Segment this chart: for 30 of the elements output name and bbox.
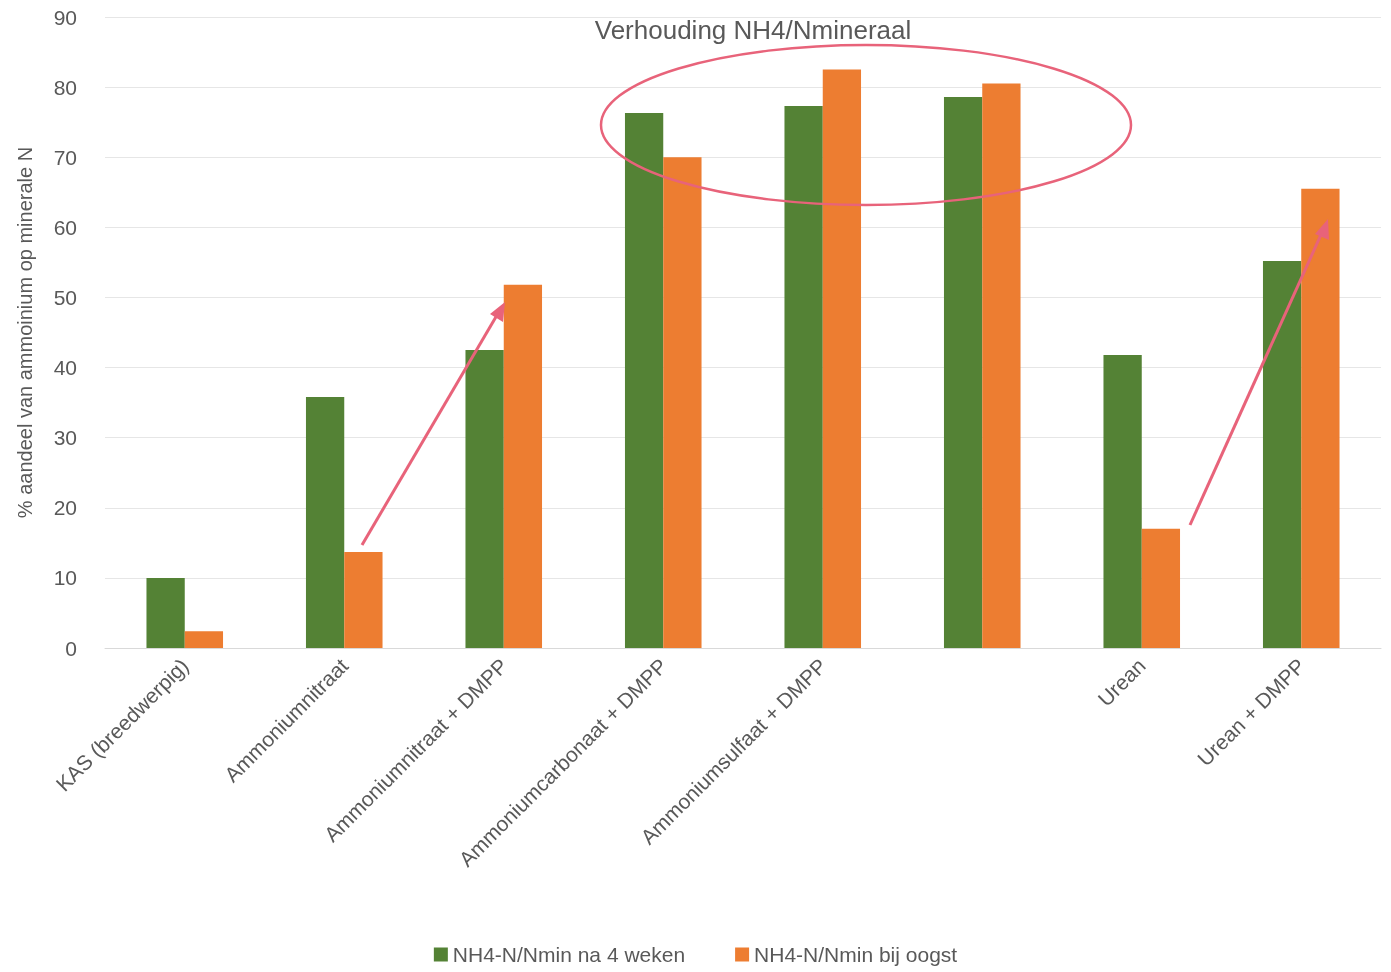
bar <box>146 577 185 648</box>
y-tick-label: 90 <box>53 5 77 29</box>
legend-label: NH4-N/Nmin bij oogst <box>754 943 958 966</box>
y-tick-label: 20 <box>53 496 77 520</box>
y-tick-label: 80 <box>53 75 77 99</box>
chart-title: Verhouding NH4/Nmineraal <box>594 15 912 45</box>
bar <box>1103 354 1142 648</box>
bar <box>465 350 504 648</box>
bar <box>982 83 1021 648</box>
bar <box>1301 188 1340 648</box>
bar <box>624 113 664 648</box>
bar <box>822 69 862 648</box>
bar <box>1141 528 1181 648</box>
bar <box>943 96 983 648</box>
bar <box>305 397 345 648</box>
y-axis-title: % aandeel van ammoinium op minerale N <box>14 146 36 519</box>
bar <box>663 157 702 648</box>
bar <box>784 106 823 648</box>
y-tick-label: 70 <box>53 145 77 169</box>
y-tick-label: 10 <box>53 566 77 590</box>
y-tick-label: 50 <box>53 285 77 309</box>
bar <box>1262 260 1302 648</box>
y-tick-label: 0 <box>65 636 77 660</box>
y-tick-label: 40 <box>53 356 77 380</box>
legend-label: NH4-N/Nmin na 4 weken <box>452 943 686 966</box>
y-tick-label: 30 <box>53 426 77 450</box>
bar <box>503 284 543 648</box>
y-tick-label: 60 <box>53 215 77 239</box>
bar <box>184 631 224 648</box>
bar <box>344 551 383 648</box>
